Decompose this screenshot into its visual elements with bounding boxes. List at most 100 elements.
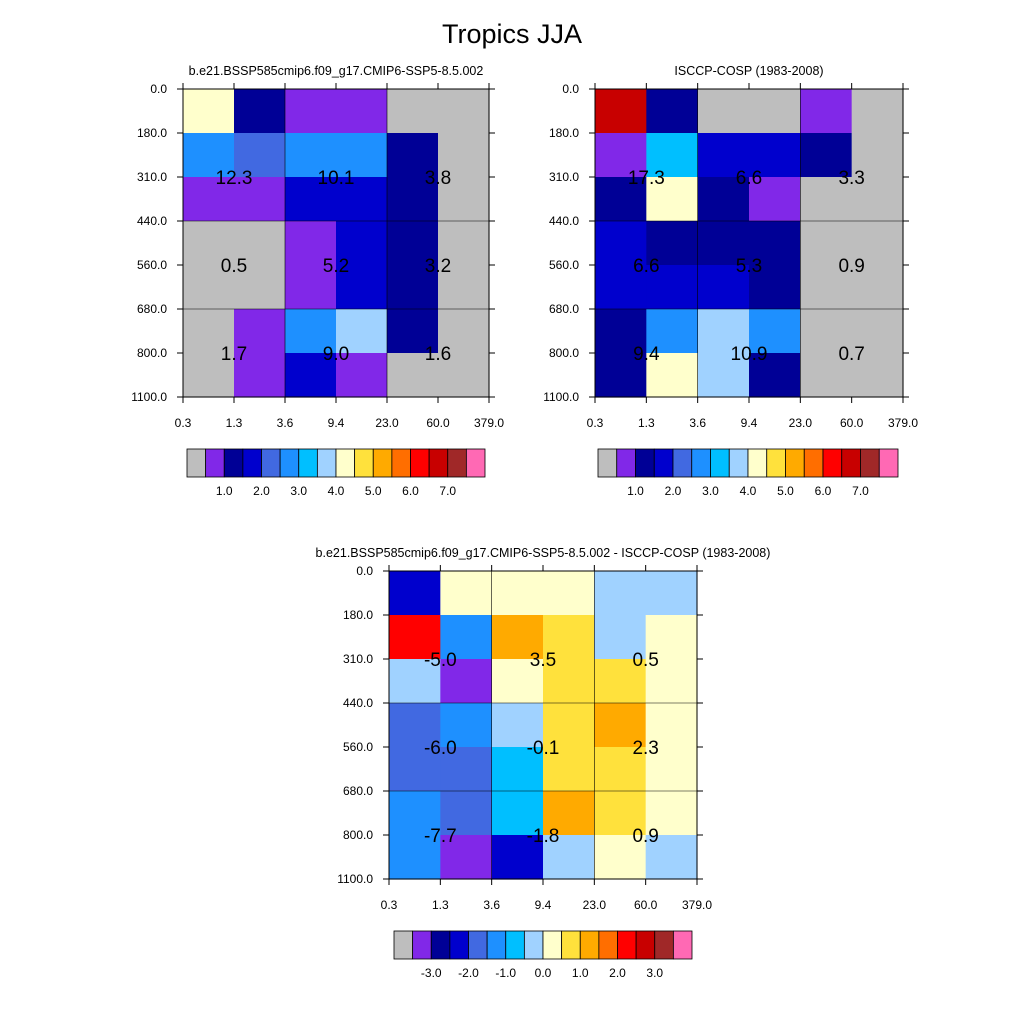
x-tick-label: 23.0 — [789, 416, 813, 430]
colorbar-label: 6.0 — [815, 484, 832, 498]
colorbar-box — [598, 930, 618, 960]
heatmap-cell — [183, 309, 235, 354]
colorbar-box — [505, 930, 525, 960]
heatmap-cell — [440, 791, 493, 836]
heatmap-cell — [336, 133, 388, 178]
cell-value-label: 10.9 — [731, 344, 768, 365]
heatmap-cell — [645, 571, 698, 616]
cell-value-label: 9.4 — [633, 344, 660, 365]
cell-value-label: 0.7 — [838, 344, 864, 365]
colorbar-box — [186, 448, 207, 478]
heatmap-cell — [336, 177, 388, 222]
x-tick-label: 1.3 — [638, 416, 655, 430]
heatmap-cell — [438, 265, 490, 310]
heatmap-cell — [234, 309, 286, 354]
x-tick-label: 379.0 — [682, 898, 712, 912]
x-tick-label: 9.4 — [328, 416, 345, 430]
heatmap-cell — [234, 89, 286, 134]
heatmap-cell — [438, 309, 490, 354]
heatmap-cell — [234, 265, 286, 310]
heatmap-cell — [646, 309, 699, 354]
x-tick-label: 0.3 — [587, 416, 604, 430]
x-tick-label: 379.0 — [474, 416, 504, 430]
colorbar-box — [428, 448, 449, 478]
heatmap-cell — [440, 659, 493, 704]
cell-value-label: -6.0 — [424, 738, 457, 759]
y-tick-label: 680.0 — [137, 302, 167, 316]
heatmap-cell — [543, 571, 595, 616]
colorbar-box — [691, 448, 711, 478]
heatmap-cell — [387, 89, 439, 134]
cell-value-label: 1.6 — [425, 344, 451, 365]
heatmap-cell — [595, 353, 647, 398]
colorbar-box — [860, 448, 880, 478]
colorbar-box — [279, 448, 300, 478]
heatmap-cell — [387, 133, 439, 178]
heatmap-cell — [851, 89, 904, 134]
heatmap-cell — [336, 265, 388, 310]
x-tick-label: 3.6 — [483, 898, 500, 912]
colorbar-box — [728, 448, 749, 478]
colorbar-box — [468, 930, 488, 960]
heatmap-cell — [440, 615, 493, 660]
cell-value-label: 5.3 — [736, 256, 762, 277]
heatmap-cell — [491, 791, 544, 836]
y-tick-label: 680.0 — [549, 302, 579, 316]
heatmap-cell — [645, 659, 698, 704]
colorbar-label: 1.0 — [572, 966, 589, 980]
colorbar-box — [710, 448, 730, 478]
colorbar-label: 4.0 — [740, 484, 757, 498]
colorbar-label: 1.0 — [216, 484, 233, 498]
y-tick-label: 560.0 — [137, 258, 167, 272]
heatmap-cell — [645, 791, 698, 836]
heatmap-cell — [697, 221, 750, 266]
heatmap-cell — [336, 353, 388, 398]
colorbar-box — [242, 448, 262, 478]
heatmap-cell — [285, 221, 337, 266]
colorbar-label: 1.0 — [627, 484, 644, 498]
heatmap-cell — [749, 177, 801, 222]
colorbar-label: 3.0 — [646, 966, 663, 980]
heatmap-cell — [595, 89, 647, 134]
colorbar-label: 0.0 — [535, 966, 552, 980]
colorbar-box — [465, 448, 486, 478]
heatmap-cell — [697, 89, 750, 134]
heatmap-cell — [594, 659, 647, 704]
heatmap-cell — [594, 791, 647, 836]
colorbar-label: 3.0 — [702, 484, 719, 498]
y-tick-label: 0.0 — [562, 82, 579, 96]
cell-value-label: 3.8 — [425, 168, 451, 189]
heatmap-cell — [491, 703, 544, 748]
colorbar-box — [205, 448, 225, 478]
heatmap-cell — [285, 309, 337, 354]
heatmap-cell — [387, 309, 439, 354]
y-tick-label: 1100.0 — [337, 872, 373, 886]
heatmap-cell — [851, 265, 904, 310]
heatmap-cell — [183, 221, 235, 266]
panel-title: b.e21.BSSP585cmip6.f09_g17.CMIP6-SSP5-8.… — [189, 64, 484, 78]
heatmap-cell — [800, 89, 853, 134]
colorbar-label: 7.0 — [852, 484, 869, 498]
y-tick-label: 0.0 — [356, 564, 373, 578]
cell-value-label: 5.2 — [323, 256, 349, 277]
cell-value-label: 0.5 — [632, 650, 658, 671]
y-tick-label: 1100.0 — [131, 390, 167, 404]
panel-1: b.e21.BSSP585cmip6.f09_g17.CMIP6-SSP5-8.… — [131, 64, 504, 498]
colorbar-label: -3.0 — [421, 966, 442, 980]
heatmap-cell — [438, 89, 490, 134]
heatmap-cell — [438, 177, 490, 222]
cell-value-label: -7.7 — [424, 826, 457, 847]
heatmap-cell — [749, 89, 801, 134]
x-tick-label: 23.0 — [375, 416, 399, 430]
colorbar-box — [617, 930, 637, 960]
y-tick-label: 180.0 — [137, 126, 167, 140]
heatmap-cell — [234, 221, 286, 266]
heatmap-cell — [594, 747, 647, 792]
colorbar-label: 7.0 — [439, 484, 456, 498]
colorbar-label: 2.0 — [665, 484, 682, 498]
heatmap-cell — [387, 353, 439, 398]
colorbar-label: 4.0 — [328, 484, 345, 498]
cell-value-label: -1.8 — [527, 826, 560, 847]
cell-value-label: 9.0 — [323, 344, 349, 365]
x-tick-label: 0.3 — [175, 416, 192, 430]
